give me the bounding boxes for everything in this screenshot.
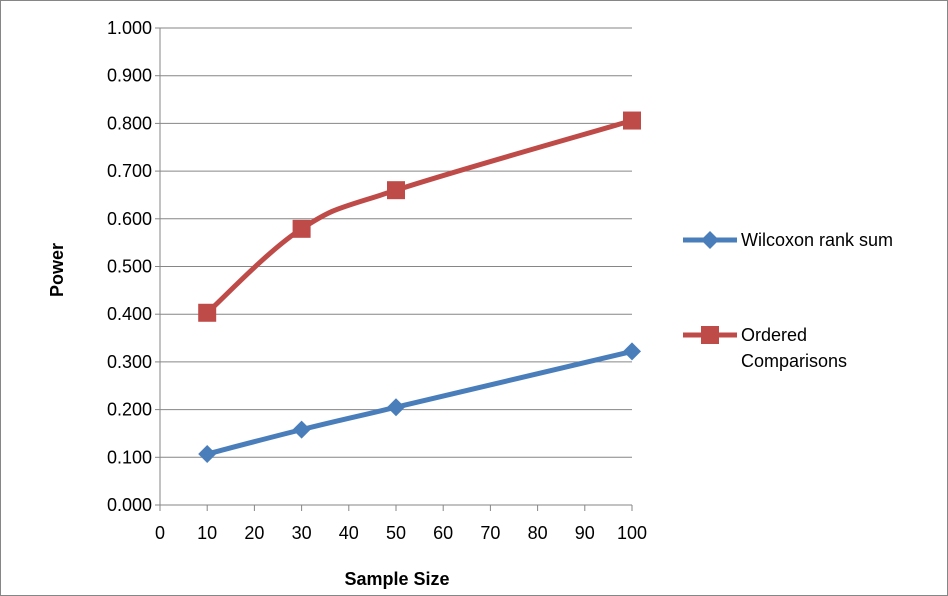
x-tick-label: 40 — [339, 523, 359, 543]
y-tick-label: 0.600 — [107, 209, 152, 229]
legend-marker — [701, 231, 719, 249]
data-point — [623, 342, 641, 361]
data-point — [387, 181, 405, 200]
x-tick-label: 90 — [575, 523, 595, 543]
legend-entry-1: Wilcoxon rank sum — [683, 230, 893, 250]
data-point — [198, 303, 217, 322]
data-point — [623, 111, 641, 130]
legend-label: Ordered Comparisons — [741, 325, 847, 371]
y-axis-title: Power — [47, 243, 67, 297]
axes: 0.000 0.100 0.200 0.300 0.400 0.500 0.600 0.700… — [107, 18, 647, 543]
x-tick-label: 60 — [433, 523, 453, 543]
x-tick-label: 70 — [480, 523, 500, 543]
y-tick-label: 0.500 — [107, 257, 152, 277]
gridlines — [160, 27, 632, 458]
x-axis-title: Sample Size — [344, 569, 449, 589]
x-tick-label: 0 — [155, 523, 165, 543]
series-2 — [198, 111, 641, 322]
y-tick-label: 0.200 — [107, 400, 152, 420]
y-tick-label: 0.900 — [107, 66, 152, 86]
y-tick-label: 0.400 — [107, 304, 152, 324]
y-tick-label: 1.000 — [107, 18, 152, 38]
x-tick-label: 30 — [292, 523, 312, 543]
data-point — [198, 444, 217, 463]
data-point — [292, 219, 311, 238]
legend-marker — [701, 326, 719, 344]
y-tick-label: 0.100 — [107, 447, 152, 467]
x-tick-label: 10 — [197, 523, 217, 543]
x-tick-label: 100 — [617, 523, 647, 543]
legend: Wilcoxon rank sum Ordered Comparisons — [683, 230, 893, 371]
y-tick-label: 0.000 — [107, 495, 152, 515]
data-point — [387, 398, 405, 417]
legend-label-line: Comparisons — [741, 351, 847, 371]
legend-label: Wilcoxon rank sum — [741, 230, 893, 250]
series-1 — [198, 342, 641, 463]
series-line — [204, 348, 635, 457]
legend-entry-2: Ordered Comparisons — [683, 325, 847, 371]
legend-label-line: Ordered — [741, 325, 807, 345]
series-group — [198, 111, 641, 463]
x-tick-label: 50 — [386, 523, 406, 543]
x-tick-label: 80 — [528, 523, 548, 543]
y-tick-label: 0.700 — [107, 161, 152, 181]
y-tick-label: 0.800 — [107, 113, 152, 133]
data-point — [292, 420, 311, 439]
x-tick-label: 20 — [244, 523, 264, 543]
y-tick-label: 0.300 — [107, 352, 152, 372]
legend-label-line: Wilcoxon rank sum — [741, 230, 893, 250]
series-line — [204, 118, 635, 316]
